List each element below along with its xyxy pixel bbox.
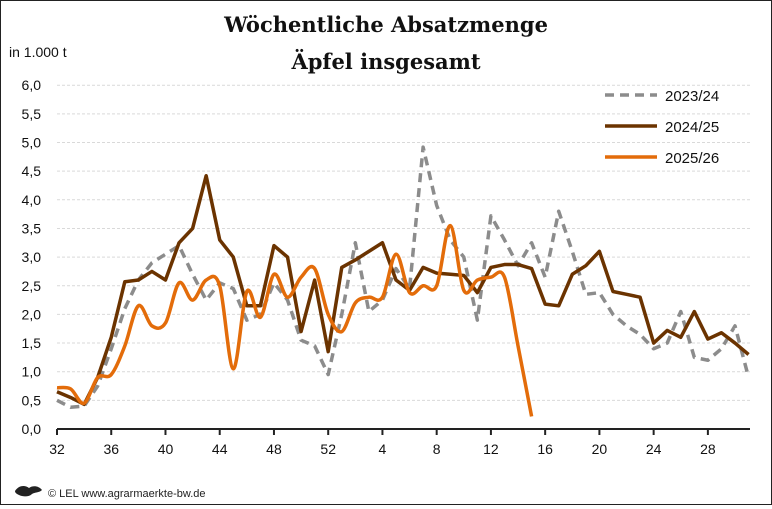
y-tick-label: 0,0 bbox=[22, 421, 42, 437]
x-tick-label: 20 bbox=[592, 441, 608, 457]
x-tick-label: 24 bbox=[646, 441, 662, 457]
y-tick-label: 5,5 bbox=[22, 106, 42, 122]
y-tick-label: 0,5 bbox=[22, 392, 42, 408]
x-tick-label: 36 bbox=[103, 441, 119, 457]
x-tick-label: 28 bbox=[700, 441, 716, 457]
y-tick-label: 4,0 bbox=[22, 192, 42, 208]
chart-title: Wöchentliche Absatzmenge bbox=[223, 12, 548, 37]
x-tick-label: 8 bbox=[433, 441, 441, 457]
y-tick-label: 2,0 bbox=[22, 306, 42, 322]
x-tick-label: 44 bbox=[212, 441, 228, 457]
logo bbox=[15, 486, 42, 497]
y-tick-label: 1,0 bbox=[22, 364, 42, 380]
legend-label: 2025/26 bbox=[665, 150, 719, 167]
x-tick-label: 4 bbox=[379, 441, 387, 457]
x-tick-label: 52 bbox=[320, 441, 336, 457]
y-tick-label: 4,5 bbox=[22, 163, 42, 179]
x-tick-label: 12 bbox=[483, 441, 499, 457]
lion-logo-icon bbox=[15, 486, 42, 497]
y-axis-label: in 1.000 t bbox=[9, 44, 67, 60]
footer-credit: © LEL www.agrarmaerkte-bw.de bbox=[48, 488, 206, 500]
series-line-2025-26 bbox=[56, 223, 534, 417]
series-line-2023-24 bbox=[56, 145, 751, 409]
y-tick-label: 3,5 bbox=[22, 220, 42, 236]
y-tick-label: 5,0 bbox=[22, 135, 42, 151]
x-tick-label: 40 bbox=[158, 441, 174, 457]
x-tick-label: 16 bbox=[537, 441, 553, 457]
y-tick-label: 6,0 bbox=[22, 77, 42, 93]
legend-label: 2024/25 bbox=[665, 119, 719, 136]
chart-subtitle: Äpfel insgesamt bbox=[290, 49, 480, 74]
y-tick-label: 2,5 bbox=[22, 278, 42, 294]
x-tick-label: 32 bbox=[49, 441, 65, 457]
y-tick-label: 1,5 bbox=[22, 335, 42, 351]
y-tick-label: 3,0 bbox=[22, 249, 42, 265]
x-tick-label: 48 bbox=[266, 441, 282, 457]
legend-label: 2023/24 bbox=[665, 88, 719, 105]
series-line-2024-25 bbox=[56, 173, 750, 407]
